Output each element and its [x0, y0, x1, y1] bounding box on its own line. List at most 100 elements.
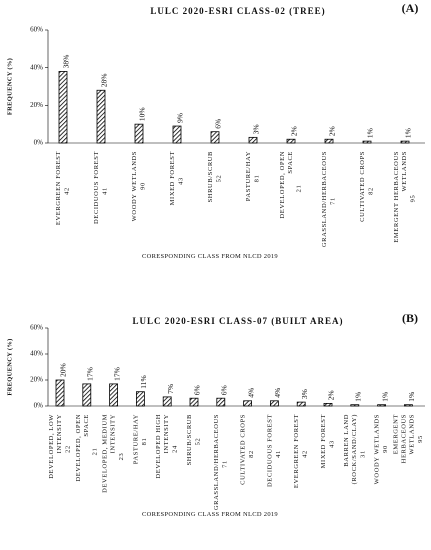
x-tick-label: EMERGENT HERBACEOUSWETLANDS: [393, 151, 408, 243]
x-tick-label: CULTIVATED CROPS: [240, 414, 247, 485]
value-label: 1%: [354, 392, 363, 402]
x-tick-code: 52: [194, 438, 201, 446]
x-tick-label-group: DECIDUOUS FOREST 41: [267, 414, 282, 487]
x-tick-label-group: PASTURE/HAY 81: [133, 414, 148, 464]
x-tick-label: WOODY WETLANDS: [131, 151, 138, 221]
x-tick-code: 43: [177, 177, 184, 185]
x-tick-label-group: WOODY WETLANDS 90: [131, 151, 146, 221]
value-label: 1%: [366, 128, 375, 138]
x-tick-label-group: SHRUB/SCRUB 52: [186, 414, 201, 465]
y-axis-label: FREQUENCY (%): [6, 58, 13, 115]
x-tick-code: 71: [329, 197, 336, 205]
x-tick-label: PASTURE/HAY: [133, 414, 140, 464]
x-tick-code: 24: [172, 445, 179, 453]
y-tick-label: 60%: [30, 26, 43, 34]
value-label: 1%: [404, 128, 413, 138]
x-tick-label: EVERGREEN FOREST: [55, 151, 62, 225]
x-tick-label: DEVELOPED, OPENSPACE: [279, 151, 294, 219]
bar: [55, 379, 65, 407]
bar: [286, 138, 296, 144]
chart-panel: LULC 2020-ESRI CLASS-07 (BUILT AREA) (B) F…: [6, 311, 425, 518]
value-label: 1%: [380, 392, 389, 402]
bar: [216, 397, 226, 407]
x-tick-label-group: PASTURE/HAY 81: [245, 151, 260, 201]
x-tick-code: 95: [409, 195, 416, 203]
x-tick-code: 21: [295, 185, 302, 193]
value-label: 4%: [246, 388, 255, 398]
bar: [189, 397, 199, 407]
y-tick-label: 0%: [34, 139, 44, 147]
bar: [58, 71, 68, 144]
value-label: 3%: [252, 124, 261, 134]
bar: [82, 383, 92, 407]
bar: [296, 401, 306, 407]
x-tick-code: 43: [328, 440, 335, 448]
x-tick-code: 22: [64, 445, 71, 453]
x-tick-label: DEVELOPED, LOWINTENSITY: [48, 414, 63, 479]
value-label: 1%: [407, 392, 416, 402]
value-label: 38%: [62, 55, 71, 69]
x-tick-label-group: DEVELOPED, LOWINTENSITY 22: [48, 414, 71, 479]
x-tick-label: MIXED FOREST: [320, 414, 327, 468]
bar: [109, 383, 118, 407]
y-tick-label: 20%: [30, 101, 43, 109]
x-tick-code: 23: [118, 453, 125, 461]
x-tick-label-group: EVERGREEN FOREST 42: [55, 151, 70, 225]
x-tick-label-group: GRASSLAND/HERBACEOUS 71: [213, 414, 228, 510]
x-tick-label-group: CULTIVATED CROPS 82: [359, 151, 374, 222]
x-tick-code: 42: [302, 450, 309, 458]
value-label: 20%: [59, 363, 68, 377]
x-tick-label: CULTIVATED CROPS: [359, 151, 366, 222]
x-tick-label-group: BARREN LAND(ROCK/SAND/CLAY) 31: [343, 414, 366, 484]
bar: [323, 402, 333, 407]
chart-title: LULC 2020-ESRI CLASS-07 (BUILT AREA): [132, 316, 343, 326]
value-label: 2%: [290, 126, 299, 136]
x-tick-label: BARREN LAND(ROCK/SAND/CLAY): [343, 414, 358, 484]
x-tick-label-group: DEVELOPED HIGHINTENSITY 24: [156, 414, 179, 479]
x-tick-label-group: CULTIVATED CROPS 82: [240, 414, 255, 485]
x-tick-code: 82: [248, 450, 255, 458]
x-tick-label: SHRUB/SCRUB: [186, 414, 193, 465]
bar: [403, 404, 413, 407]
bar: [269, 400, 279, 407]
x-tick-label-group: SHRUB/SCRUB 52: [207, 151, 222, 202]
x-tick-code: 90: [139, 182, 146, 190]
x-tick-code: 42: [63, 187, 70, 195]
value-label: 17%: [86, 367, 95, 381]
x-tick-label: DEVELOPED, OPENSPACE: [75, 414, 90, 482]
y-tick-label: 40%: [30, 350, 43, 358]
bar: [362, 140, 372, 144]
x-tick-label: DECIDUOUS FOREST: [267, 414, 274, 487]
x-tick-label-group: EVERGREEN FOREST 42: [294, 414, 309, 488]
panel-label: (A): [402, 1, 419, 15]
x-tick-code: 41: [275, 450, 282, 458]
value-label: 11%: [139, 375, 148, 388]
bar: [134, 123, 144, 144]
value-label: 2%: [327, 390, 336, 400]
value-label: 6%: [214, 119, 223, 129]
x-tick-label: GRASSLAND/HERBACEOUS: [321, 151, 328, 247]
bar: [248, 136, 258, 144]
x-tick-code: 41: [101, 187, 108, 195]
x-tick-label: GRASSLAND/HERBACEOUS: [213, 414, 220, 510]
x-tick-label: EMERGENTHERBACEOUSWETLANDS: [393, 414, 416, 463]
x-tick-label: PASTURE/HAY: [245, 151, 252, 201]
bar: [377, 404, 387, 407]
x-tick-code: 31: [359, 450, 366, 458]
bar: [172, 125, 182, 144]
y-axis-label: FREQUENCY (%): [6, 338, 13, 395]
x-tick-code: 90: [382, 445, 389, 453]
value-label: 6%: [193, 385, 202, 395]
chart-panel: LULC 2020-ESRI CLASS-02 (TREE) (A) FREQUEN…: [6, 1, 425, 260]
x-tick-code: 71: [221, 460, 228, 468]
x-tick-code: 21: [91, 448, 98, 456]
x-tick-label: DEVELOPED, MEDIUMINTENSITY: [102, 414, 117, 493]
value-label: 28%: [100, 74, 109, 88]
value-label: 10%: [138, 107, 147, 121]
y-tick-label: 20%: [30, 376, 43, 384]
chart-title: LULC 2020-ESRI CLASS-02 (TREE): [150, 6, 325, 16]
